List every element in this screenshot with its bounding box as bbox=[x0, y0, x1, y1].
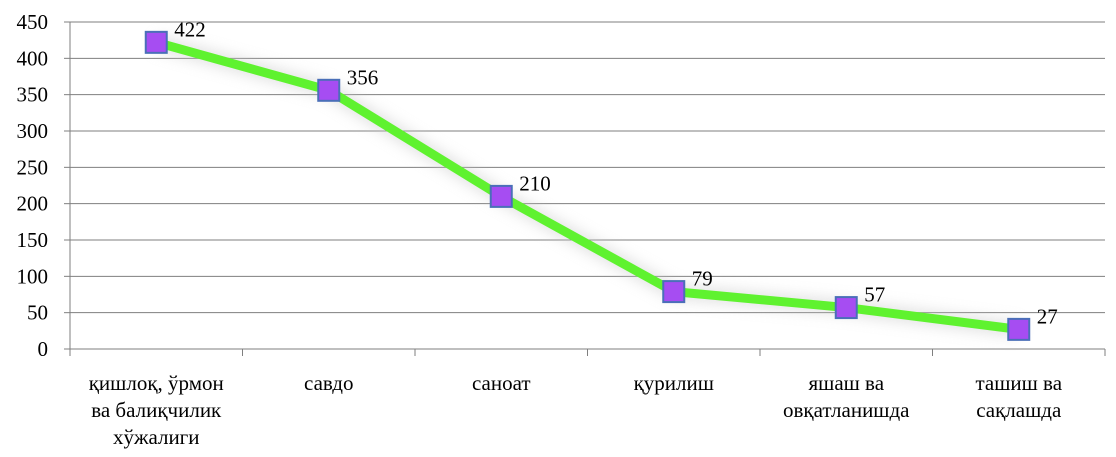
data-point-marker bbox=[1007, 317, 1031, 341]
y-tick-label: 200 bbox=[17, 192, 49, 216]
labels: 0 50 100 150 200 250 300 350 400 450 қишлоқ, ўрмон… bbox=[17, 10, 1063, 449]
data-label: 27 bbox=[1037, 304, 1058, 328]
x-category-label-line: яшаш ва bbox=[808, 371, 884, 395]
gridlines bbox=[70, 21, 1105, 314]
data-point-marker bbox=[489, 184, 513, 208]
data-point-marker bbox=[317, 78, 341, 102]
data-label: 210 bbox=[519, 171, 551, 195]
y-tick-label: 150 bbox=[17, 228, 49, 252]
x-category-label: савдо bbox=[304, 371, 353, 395]
y-tick-label: 250 bbox=[17, 155, 49, 179]
data-point-marker bbox=[662, 280, 686, 304]
x-category-label-line: ташиш ва bbox=[975, 371, 1062, 395]
x-category-label-line: ва балиқчилик bbox=[91, 398, 222, 422]
series-line bbox=[151, 37, 1024, 334]
y-tick-label: 100 bbox=[17, 264, 49, 288]
x-category-label-line: қурилиш bbox=[634, 371, 714, 395]
y-tick-label: 400 bbox=[17, 46, 49, 70]
x-category-label-line: савдо bbox=[304, 371, 353, 395]
axes bbox=[64, 21, 1106, 356]
x-category-label: қишлоқ, ўрмон ва балиқчилик хўжалиги bbox=[89, 371, 224, 449]
data-label: 356 bbox=[347, 65, 379, 89]
y-tick-label: 450 bbox=[17, 10, 49, 34]
series bbox=[151, 37, 1024, 334]
data-point-marker bbox=[834, 296, 858, 320]
data-point-marker bbox=[144, 30, 168, 54]
x-category-label-line: саноат bbox=[472, 371, 531, 395]
x-category-label-line: қишлоқ, ўрмон bbox=[89, 371, 224, 395]
data-label: 422 bbox=[174, 17, 206, 41]
x-category-label-line: овқатланишда bbox=[783, 398, 910, 422]
x-category-label: саноат bbox=[472, 371, 531, 395]
line-glow bbox=[154, 35, 1020, 337]
y-tick-label: 350 bbox=[17, 83, 49, 107]
y-tick-label: 0 bbox=[38, 337, 49, 361]
y-tick-label: 300 bbox=[17, 119, 49, 143]
data-label: 79 bbox=[692, 267, 713, 291]
x-category-label-line: хўжалиги bbox=[113, 425, 200, 449]
data-label: 57 bbox=[864, 283, 885, 307]
y-tick-label: 50 bbox=[27, 301, 48, 325]
series-line-glow bbox=[154, 35, 1020, 337]
x-category-label-line: сақлашда bbox=[976, 398, 1062, 422]
markers bbox=[144, 30, 1031, 341]
x-category-label: қурилиш bbox=[634, 371, 714, 395]
x-category-label: яшаш ва овқатланишда bbox=[783, 371, 910, 422]
x-category-label: ташиш ва сақлашда bbox=[975, 371, 1062, 422]
